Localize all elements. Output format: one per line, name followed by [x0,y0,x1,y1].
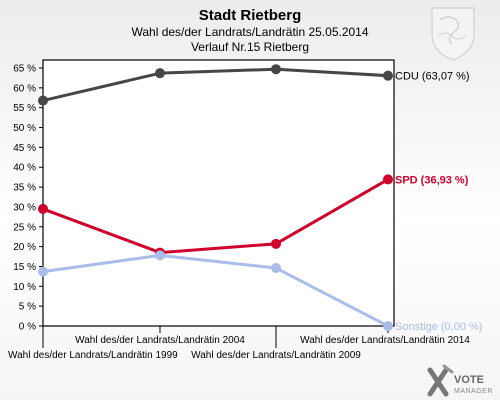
y-tick-label: 65 % [13,64,36,75]
data-point-sonstige [383,321,393,331]
chart-title: Stadt Rietberg [199,7,302,24]
chart-subtitle: Wahl des/der Landrats/Landrätin 25.05.20… [131,25,368,39]
data-point-spd [38,203,48,214]
y-tick-label: 35 % [13,183,36,194]
y-tick-label: 55 % [13,103,36,114]
series-lines [42,67,389,328]
x-tick-label: Wahl des/der Landrats/Landrätin 2009 [191,350,361,361]
y-tick-label: 25 % [13,222,36,233]
data-point-sonstige [271,263,281,274]
y-tick-label: 0 % [19,322,36,333]
y-tick-label: 45 % [13,143,36,154]
data-point-sonstige [155,250,165,261]
series-points [38,64,393,331]
y-tick-label: 40 % [13,163,36,174]
x-mark-icon [427,364,454,397]
logo-line-1: VOTE [454,374,484,386]
data-point-spd [271,238,281,249]
data-point-sonstige [38,266,48,277]
y-tick-label: 30 % [13,202,36,213]
data-point-cdu [383,70,393,81]
y-axis: 0 % 5 % 10 % 15 % 20 % 25 % 30 % 35 % 40 % 45 % 50… [13,64,43,333]
series-label-cdu: CDU (63,07 %) [395,71,470,83]
series-label-sonstige: Sonstige (0,00 %) [395,321,482,333]
series-labels: CDU (63,07 %) SPD (36,93 %) Sonstige (0,00… [395,71,482,333]
y-tick-label: 10 % [13,282,36,293]
y-tick-label: 50 % [13,123,36,134]
x-tick-label: Wahl des/der Landrats/Landrätin 1999 [8,350,178,361]
data-point-cdu [155,68,165,79]
y-tick-label: 15 % [13,262,36,273]
series-line-sonstige [42,253,389,328]
y-tick-label: 60 % [13,83,36,94]
series-line-cdu [42,67,389,103]
x-tick-label: Wahl des/der Landrats/Landrätin 2004 [75,335,245,346]
x-tick-label: Wahl des/der Landrats/Landrätin 2014 [300,335,470,346]
coat-of-arms-icon [431,7,475,61]
chart-subtitle-2: Verlauf Nr.15 Rietberg [191,40,309,54]
plot-area [42,59,395,327]
y-tick-label: 5 % [19,302,36,313]
series-label-spd: SPD (36,93 %) [395,174,469,186]
data-point-cdu [38,95,48,106]
y-tick-label: 20 % [13,242,36,253]
logo-line-2: MANAGER [454,388,493,395]
series-line-spd [42,178,389,255]
vote-manager-logo: VOTE MANAGER [427,364,493,397]
data-point-spd [383,174,393,185]
data-point-cdu [271,64,281,75]
